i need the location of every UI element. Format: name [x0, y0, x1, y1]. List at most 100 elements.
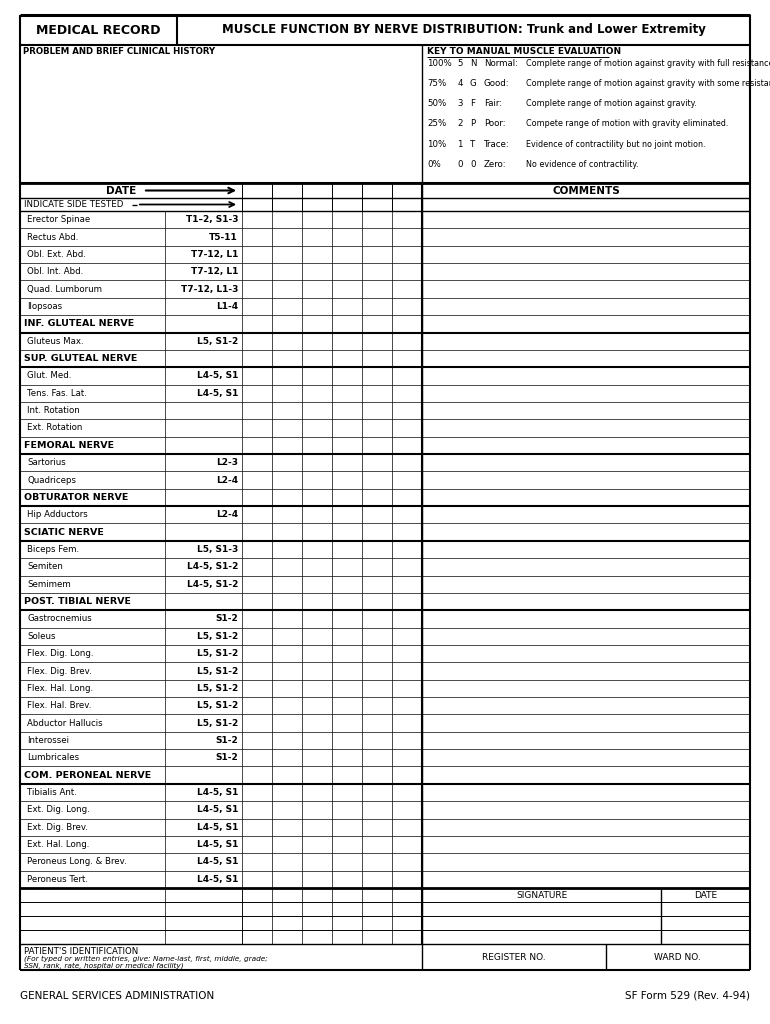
Text: Quadriceps: Quadriceps: [27, 475, 76, 484]
Text: Obl. Ext. Abd.: Obl. Ext. Abd.: [27, 250, 86, 259]
Text: 5: 5: [457, 58, 463, 68]
Text: Good:: Good:: [484, 79, 510, 88]
Text: COMMENTS: COMMENTS: [552, 185, 620, 196]
Text: T5-11: T5-11: [209, 232, 238, 242]
Text: 50%: 50%: [427, 99, 447, 109]
Text: Int. Rotation: Int. Rotation: [27, 407, 80, 415]
Text: L5, S1-2: L5, S1-2: [197, 719, 238, 728]
Text: Sartorius: Sartorius: [27, 458, 65, 467]
Text: L4-5, S1: L4-5, S1: [196, 874, 238, 884]
Text: WARD NO.: WARD NO.: [654, 952, 701, 962]
Text: SCIATIC NERVE: SCIATIC NERVE: [24, 527, 104, 537]
Text: INDICATE SIDE TESTED: INDICATE SIDE TESTED: [24, 200, 123, 209]
Text: Abductor Hallucis: Abductor Hallucis: [27, 719, 102, 728]
Text: 0: 0: [470, 160, 476, 169]
Text: Poor:: Poor:: [484, 120, 506, 128]
Text: 0%: 0%: [427, 160, 440, 169]
Text: Semiten: Semiten: [27, 562, 63, 571]
Text: COM. PERONEAL NERVE: COM. PERONEAL NERVE: [24, 771, 151, 779]
Text: L5, S1-2: L5, S1-2: [197, 649, 238, 658]
Text: GENERAL SERVICES ADMINISTRATION: GENERAL SERVICES ADMINISTRATION: [20, 991, 214, 1001]
Text: OBTURATOR NERVE: OBTURATOR NERVE: [24, 493, 129, 502]
Text: G: G: [470, 79, 477, 88]
Text: L4-5, S1: L4-5, S1: [196, 788, 238, 797]
Text: SIGNATURE: SIGNATURE: [516, 891, 567, 899]
Text: DATE: DATE: [695, 891, 718, 899]
Text: 4: 4: [457, 79, 463, 88]
Text: 2: 2: [457, 120, 463, 128]
Text: 25%: 25%: [427, 120, 447, 128]
Text: FEMORAL NERVE: FEMORAL NERVE: [24, 441, 114, 450]
Text: Evidence of contractility but no joint motion.: Evidence of contractility but no joint m…: [526, 140, 705, 148]
Text: Zero:: Zero:: [484, 160, 507, 169]
Text: Trace:: Trace:: [484, 140, 510, 148]
Text: L4-5, S1: L4-5, S1: [196, 822, 238, 831]
Text: L4-5, S1: L4-5, S1: [196, 857, 238, 866]
Text: KEY TO MANUAL MUSCLE EVALUATION: KEY TO MANUAL MUSCLE EVALUATION: [427, 47, 621, 56]
Text: REGISTER NO.: REGISTER NO.: [482, 952, 546, 962]
Text: PROBLEM AND BRIEF CLINICAL HISTORY: PROBLEM AND BRIEF CLINICAL HISTORY: [23, 47, 215, 56]
Text: T7-12, L1-3: T7-12, L1-3: [181, 285, 238, 294]
Text: Ext. Hal. Long.: Ext. Hal. Long.: [27, 840, 89, 849]
Text: L4-5, S1: L4-5, S1: [196, 372, 238, 380]
Text: Rectus Abd.: Rectus Abd.: [27, 232, 79, 242]
Text: SF Form 529 (Rev. 4-94): SF Form 529 (Rev. 4-94): [625, 991, 750, 1001]
Text: Peroneus Long. & Brev.: Peroneus Long. & Brev.: [27, 857, 127, 866]
Text: Flex. Dig. Brev.: Flex. Dig. Brev.: [27, 667, 92, 676]
Text: Soleus: Soleus: [27, 632, 55, 641]
Text: L5, S1-3: L5, S1-3: [197, 545, 238, 554]
Text: Erector Spinae: Erector Spinae: [27, 215, 90, 224]
Text: (For typed or written entries, give: Name-last, first, middle, grade;: (For typed or written entries, give: Nam…: [24, 955, 268, 963]
Text: 3: 3: [457, 99, 463, 109]
Text: L5, S1-2: L5, S1-2: [197, 632, 238, 641]
Text: Interossei: Interossei: [27, 736, 69, 744]
Text: Ext. Dig. Long.: Ext. Dig. Long.: [27, 806, 90, 814]
Text: Flex. Hal. Long.: Flex. Hal. Long.: [27, 684, 93, 693]
Text: 1: 1: [457, 140, 463, 148]
Text: P: P: [470, 120, 476, 128]
Text: Glut. Med.: Glut. Med.: [27, 372, 72, 380]
Text: Ilopsoas: Ilopsoas: [27, 302, 62, 311]
Text: L4-5, S1-2: L4-5, S1-2: [186, 562, 238, 571]
Text: MUSCLE FUNCTION BY NERVE DISTRIBUTION: Trunk and Lower Extremity: MUSCLE FUNCTION BY NERVE DISTRIBUTION: T…: [222, 24, 705, 37]
Text: L4-5, S1: L4-5, S1: [196, 840, 238, 849]
Text: Lumbricales: Lumbricales: [27, 754, 79, 762]
Text: L4-5, S1: L4-5, S1: [196, 389, 238, 397]
Text: Complete range of motion against gravity.: Complete range of motion against gravity…: [526, 99, 697, 109]
Text: L4-5, S1-2: L4-5, S1-2: [186, 580, 238, 589]
Text: Fair:: Fair:: [484, 99, 502, 109]
Text: Ext. Dig. Brev.: Ext. Dig. Brev.: [27, 822, 88, 831]
Text: T7-12, L1: T7-12, L1: [191, 250, 238, 259]
Text: L1-4: L1-4: [216, 302, 238, 311]
Text: S1-2: S1-2: [216, 736, 238, 744]
Text: T: T: [470, 140, 476, 148]
Text: L2-3: L2-3: [216, 458, 238, 467]
Text: Complete range of motion against gravity with full resistance.: Complete range of motion against gravity…: [526, 58, 770, 68]
Text: Semimem: Semimem: [27, 580, 71, 589]
Text: SSN, rank, rate, hospital or medical facility): SSN, rank, rate, hospital or medical fac…: [24, 963, 183, 970]
Text: Complete range of motion against gravity with some resistance.: Complete range of motion against gravity…: [526, 79, 770, 88]
Text: Gastrocnemius: Gastrocnemius: [27, 614, 92, 624]
Text: 75%: 75%: [427, 79, 447, 88]
Text: PATIENT'S IDENTIFICATION: PATIENT'S IDENTIFICATION: [24, 946, 139, 955]
Text: L4-5, S1: L4-5, S1: [196, 806, 238, 814]
Text: MEDICAL RECORD: MEDICAL RECORD: [36, 24, 161, 37]
Text: S1-2: S1-2: [216, 614, 238, 624]
Text: Biceps Fem.: Biceps Fem.: [27, 545, 79, 554]
Text: Flex. Hal. Brev.: Flex. Hal. Brev.: [27, 701, 92, 711]
Text: Compete range of motion with gravity eliminated.: Compete range of motion with gravity eli…: [526, 120, 728, 128]
Text: DATE: DATE: [106, 185, 136, 196]
Text: N: N: [470, 58, 477, 68]
Text: L5, S1-2: L5, S1-2: [197, 701, 238, 711]
Text: T1–2, S1-3: T1–2, S1-3: [186, 215, 238, 224]
Text: 100%: 100%: [427, 58, 452, 68]
Text: Tens. Fas. Lat.: Tens. Fas. Lat.: [27, 389, 87, 397]
Text: Tibialis Ant.: Tibialis Ant.: [27, 788, 77, 797]
Text: T7-12, L1: T7-12, L1: [191, 267, 238, 276]
Text: L5, S1-2: L5, S1-2: [197, 684, 238, 693]
Text: S1-2: S1-2: [216, 754, 238, 762]
Text: Hip Adductors: Hip Adductors: [27, 510, 88, 519]
Text: Normal:: Normal:: [484, 58, 518, 68]
Text: No evidence of contractility.: No evidence of contractility.: [526, 160, 638, 169]
Text: Flex. Dig. Long.: Flex. Dig. Long.: [27, 649, 93, 658]
